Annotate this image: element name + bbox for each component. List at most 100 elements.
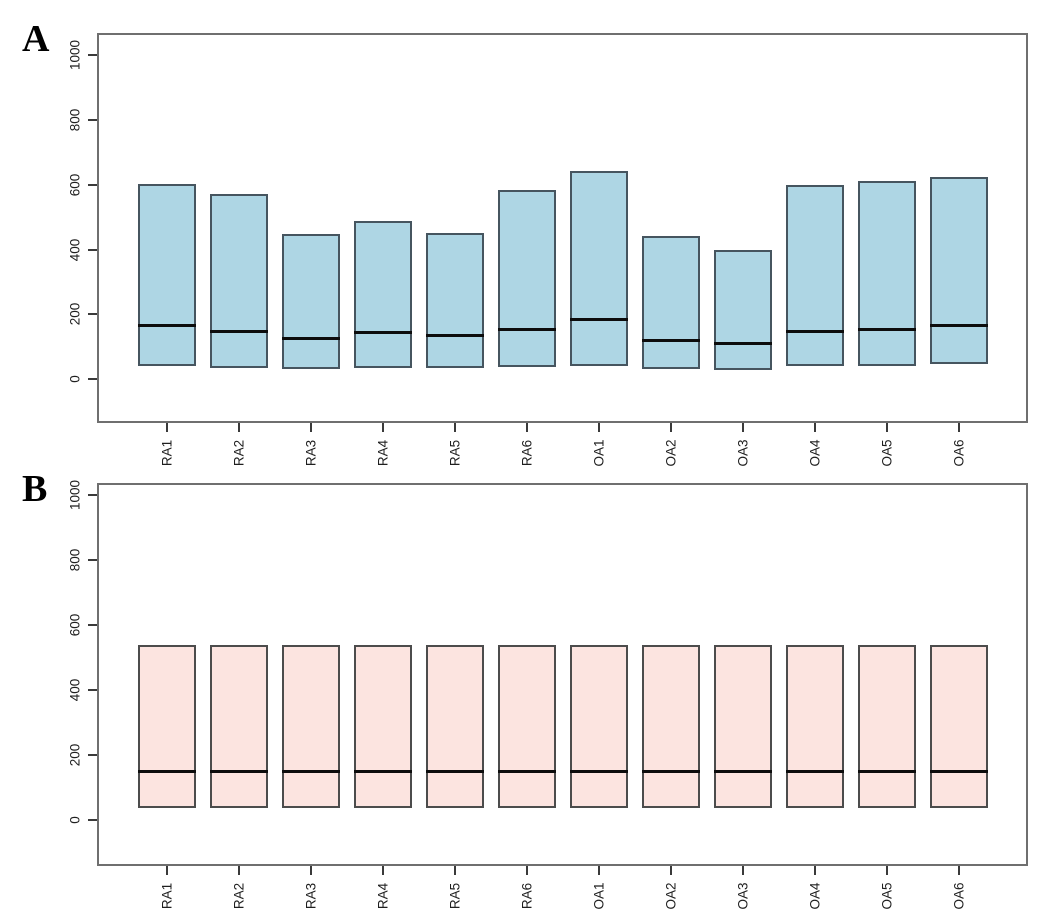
box-OA2 bbox=[642, 645, 700, 809]
median-OA5 bbox=[858, 770, 916, 774]
y-tick-label: 200 bbox=[67, 743, 83, 767]
y-tick-label: 0 bbox=[67, 375, 83, 383]
box-RA4 bbox=[354, 645, 412, 809]
box-RA5 bbox=[426, 645, 484, 809]
x-tick-label: RA2 bbox=[231, 882, 247, 910]
x-axis-tick bbox=[382, 423, 384, 432]
x-tick-label: OA5 bbox=[879, 882, 895, 910]
x-axis-tick bbox=[310, 866, 312, 875]
x-tick-label: OA4 bbox=[807, 439, 823, 467]
x-axis-tick bbox=[742, 423, 744, 432]
panel-b-frame bbox=[97, 483, 1028, 866]
x-tick-label: RA1 bbox=[159, 882, 175, 910]
box-RA2 bbox=[210, 645, 268, 809]
median-OA3 bbox=[714, 770, 772, 774]
box-OA6 bbox=[930, 645, 988, 809]
y-axis-tick bbox=[88, 183, 97, 186]
median-OA3 bbox=[714, 342, 772, 346]
x-tick-label: OA3 bbox=[735, 882, 751, 910]
box-RA3 bbox=[282, 645, 340, 809]
x-tick-label: OA4 bbox=[807, 882, 823, 910]
x-axis-tick bbox=[814, 866, 816, 875]
y-tick-label: 800 bbox=[67, 548, 83, 572]
x-tick-label: RA3 bbox=[303, 882, 319, 910]
x-tick-label: OA1 bbox=[591, 439, 607, 467]
box-RA1 bbox=[138, 184, 196, 367]
box-RA4 bbox=[354, 221, 412, 368]
x-tick-label: RA4 bbox=[375, 439, 391, 467]
x-axis-tick bbox=[886, 866, 888, 875]
y-tick-label: 1000 bbox=[67, 479, 83, 511]
panel-a-label: A bbox=[22, 18, 50, 60]
x-tick-label: RA5 bbox=[447, 439, 463, 467]
box-OA1 bbox=[570, 171, 628, 367]
x-tick-label: RA6 bbox=[519, 882, 535, 910]
box-RA6 bbox=[498, 189, 556, 368]
y-tick-label: 400 bbox=[67, 678, 83, 702]
x-axis-tick bbox=[166, 866, 168, 875]
box-OA5 bbox=[858, 181, 916, 367]
y-axis-tick bbox=[88, 753, 97, 756]
x-axis-tick bbox=[526, 423, 528, 432]
x-tick-label: RA4 bbox=[375, 882, 391, 910]
x-axis-tick bbox=[310, 423, 312, 432]
x-axis-tick bbox=[670, 423, 672, 432]
box-OA3 bbox=[714, 249, 772, 371]
x-axis-tick bbox=[958, 866, 960, 875]
median-RA5 bbox=[426, 333, 484, 337]
x-tick-label: OA5 bbox=[879, 439, 895, 467]
x-axis-tick bbox=[382, 866, 384, 875]
median-OA4 bbox=[786, 770, 844, 774]
y-axis-tick bbox=[88, 688, 97, 691]
median-RA4 bbox=[354, 331, 412, 335]
median-RA4 bbox=[354, 770, 412, 774]
median-RA3 bbox=[282, 770, 340, 774]
panel-b-plot: 0 200 400 600 800 1000 RA1 RA2 RA3 RA4 RA5 RA6 OA1 OA… bbox=[68, 480, 1028, 910]
median-RA1 bbox=[138, 770, 196, 774]
x-axis-tick bbox=[238, 423, 240, 432]
y-tick-label: 600 bbox=[67, 173, 83, 196]
x-axis-tick bbox=[742, 866, 744, 875]
y-axis-tick bbox=[88, 118, 97, 121]
y-tick-label: 1000 bbox=[67, 40, 83, 71]
x-axis-tick bbox=[526, 866, 528, 875]
x-tick-label: RA2 bbox=[231, 439, 247, 467]
y-axis-tick bbox=[88, 494, 97, 497]
median-OA4 bbox=[786, 329, 844, 333]
x-tick-label: OA2 bbox=[663, 439, 679, 467]
y-axis-tick bbox=[88, 623, 97, 626]
box-OA4 bbox=[786, 185, 844, 367]
box-OA4 bbox=[786, 645, 844, 809]
x-axis-tick bbox=[238, 866, 240, 875]
median-RA2 bbox=[210, 770, 268, 774]
median-OA1 bbox=[570, 770, 628, 774]
y-axis-tick bbox=[88, 54, 97, 57]
y-tick-label: 0 bbox=[67, 816, 83, 824]
box-OA6 bbox=[930, 176, 988, 365]
y-axis-tick bbox=[88, 818, 97, 821]
x-axis-tick bbox=[454, 866, 456, 875]
median-OA6 bbox=[930, 323, 988, 327]
box-RA1 bbox=[138, 645, 196, 809]
box-OA5 bbox=[858, 645, 916, 809]
y-tick-label: 800 bbox=[67, 108, 83, 132]
box-RA5 bbox=[426, 232, 484, 368]
x-tick-label: OA3 bbox=[735, 439, 751, 467]
panel-a-frame bbox=[97, 33, 1028, 423]
x-tick-label: RA6 bbox=[519, 439, 535, 467]
y-axis-tick bbox=[88, 313, 97, 316]
x-tick-label: OA6 bbox=[951, 882, 967, 910]
x-tick-label: OA6 bbox=[951, 439, 967, 467]
y-tick-label: 600 bbox=[67, 613, 83, 637]
y-tick-label: 400 bbox=[67, 238, 83, 261]
median-RA5 bbox=[426, 770, 484, 774]
x-axis-tick bbox=[958, 423, 960, 432]
y-axis-tick bbox=[88, 558, 97, 561]
median-OA1 bbox=[570, 317, 628, 321]
y-axis-tick bbox=[88, 248, 97, 251]
median-RA1 bbox=[138, 323, 196, 327]
y-axis-tick bbox=[88, 378, 97, 381]
panel-a-plot: 0 200 400 600 800 1000 RA1 RA2 RA3 RA4 RA5 RA6 OA1 OA… bbox=[68, 33, 1028, 467]
x-axis-tick bbox=[598, 866, 600, 875]
median-OA5 bbox=[858, 328, 916, 332]
